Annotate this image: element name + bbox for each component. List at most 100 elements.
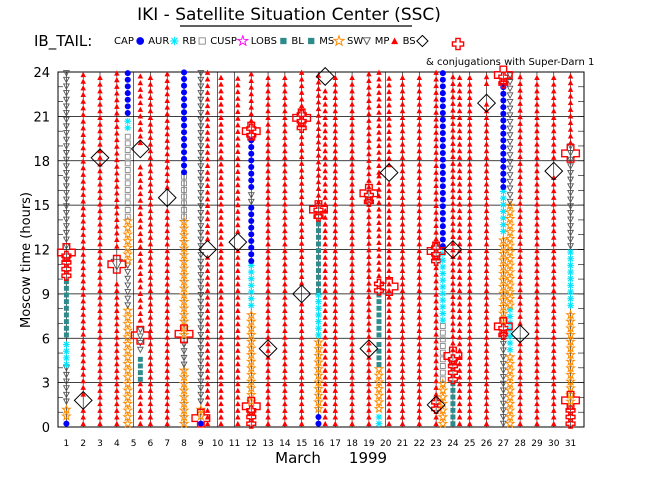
point-sw — [366, 300, 372, 306]
point-sw — [282, 154, 288, 160]
point-ms — [62, 123, 70, 131]
point-sw — [282, 321, 288, 327]
point-sw — [349, 334, 355, 340]
point-sw — [483, 121, 490, 127]
point-sw — [322, 174, 328, 180]
point-bl — [504, 199, 516, 211]
point-rb — [124, 167, 131, 173]
point-ms — [62, 183, 70, 190]
legend-label-sw: SW — [347, 36, 363, 47]
point-bl — [504, 371, 516, 382]
point-sw — [466, 128, 473, 134]
point-bl — [313, 343, 324, 354]
point-ms — [499, 347, 507, 355]
point-sw — [164, 157, 170, 163]
point-aur — [500, 201, 507, 209]
point-sw — [433, 202, 439, 208]
point-sw — [399, 254, 406, 260]
point-bl — [178, 404, 190, 415]
point-bl — [122, 324, 134, 336]
point-cap — [500, 124, 507, 131]
point-sw — [218, 74, 224, 81]
point-sw — [416, 247, 423, 254]
point-sw — [80, 304, 86, 311]
point-sw — [551, 101, 557, 107]
point-sw — [466, 88, 473, 94]
point-ms — [567, 150, 575, 157]
point-sw — [349, 187, 355, 194]
point-bl — [122, 391, 134, 402]
point-sw — [349, 294, 355, 300]
point-sw — [204, 274, 211, 280]
point-sw — [265, 334, 271, 340]
point-sw — [551, 88, 557, 94]
point-sw — [399, 214, 406, 220]
point-bl — [245, 369, 257, 380]
point-cap — [248, 224, 255, 231]
point-sw — [483, 334, 490, 340]
point-sw — [332, 394, 339, 400]
marker-mp — [258, 339, 278, 359]
point-cap — [248, 211, 255, 218]
point-sw — [416, 174, 423, 180]
point-aur — [439, 316, 447, 324]
point-sw — [483, 354, 490, 360]
point-sw — [298, 147, 305, 153]
point-sw — [450, 80, 456, 86]
point-ms — [197, 136, 205, 144]
point-lobs — [63, 285, 69, 291]
point-sw — [483, 374, 490, 380]
point-sw — [282, 187, 288, 194]
point-lobs — [63, 299, 69, 305]
point-sw — [399, 74, 406, 81]
point-sw — [450, 320, 456, 326]
point-sw — [466, 187, 473, 194]
point-sw — [416, 128, 423, 134]
point-sw — [204, 327, 211, 333]
point-sw — [386, 88, 392, 95]
point-sw — [416, 234, 423, 240]
point-sw — [235, 274, 241, 280]
point-aur — [439, 263, 447, 271]
point-sw — [80, 407, 86, 413]
marker-bs — [107, 254, 127, 274]
point-sw — [517, 407, 523, 413]
point-sw — [567, 73, 574, 79]
point-sw — [366, 84, 372, 90]
point-sw — [433, 236, 439, 242]
point-sw — [147, 74, 154, 81]
point-bl — [504, 391, 516, 402]
point-sw — [164, 214, 170, 220]
point-sw — [386, 394, 392, 400]
point-ms — [197, 123, 205, 131]
point-sw — [235, 175, 241, 181]
point-sw — [332, 74, 339, 81]
point-sw — [349, 394, 355, 400]
point-sw — [298, 82, 305, 89]
point-sw — [147, 400, 154, 407]
point-sw — [282, 241, 288, 247]
point-sw — [164, 267, 170, 274]
point-sw — [235, 361, 241, 367]
point-sw — [386, 301, 392, 307]
point-sw — [349, 314, 355, 320]
point-sw — [450, 133, 456, 140]
point-sw — [551, 347, 557, 353]
point-ms — [62, 70, 70, 77]
point-sw — [376, 109, 382, 115]
point-sw — [551, 294, 557, 300]
point-sw — [265, 134, 271, 140]
conjugation-cross-icon — [451, 37, 465, 51]
point-ms — [567, 243, 575, 250]
point-sw — [282, 254, 288, 260]
point-sw — [315, 105, 322, 112]
point-sw — [147, 394, 154, 400]
point-ms — [499, 360, 507, 368]
point-sw — [322, 387, 328, 393]
point-lobs — [137, 370, 143, 376]
point-bl — [178, 329, 190, 340]
point-ms — [197, 203, 205, 210]
point-sw — [204, 400, 211, 407]
point-sw — [315, 92, 322, 98]
point-sw — [332, 154, 339, 160]
